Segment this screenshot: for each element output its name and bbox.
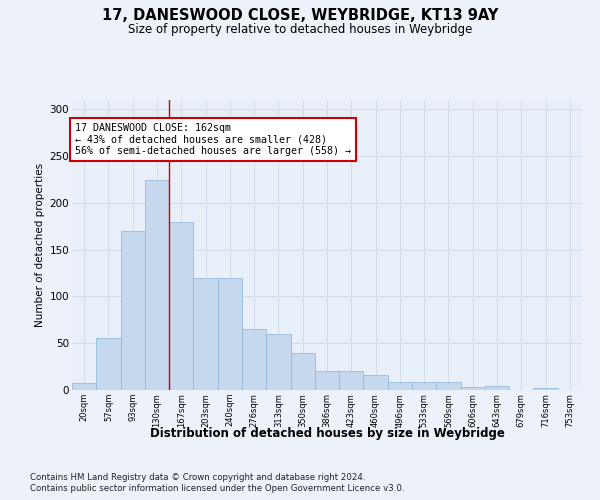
Text: Contains public sector information licensed under the Open Government Licence v3: Contains public sector information licen… bbox=[30, 484, 404, 493]
Bar bbox=[72, 384, 96, 390]
Text: Size of property relative to detached houses in Weybridge: Size of property relative to detached ho… bbox=[128, 22, 472, 36]
Text: 17 DANESWOOD CLOSE: 162sqm
← 43% of detached houses are smaller (428)
56% of sem: 17 DANESWOOD CLOSE: 162sqm ← 43% of deta… bbox=[74, 123, 350, 156]
Bar bbox=[388, 382, 412, 390]
Bar bbox=[485, 386, 509, 390]
Bar bbox=[169, 222, 193, 390]
Bar bbox=[121, 231, 145, 390]
Bar bbox=[315, 372, 339, 390]
Bar bbox=[339, 372, 364, 390]
Bar bbox=[218, 278, 242, 390]
Bar bbox=[364, 375, 388, 390]
Text: 17, DANESWOOD CLOSE, WEYBRIDGE, KT13 9AY: 17, DANESWOOD CLOSE, WEYBRIDGE, KT13 9AY bbox=[102, 8, 498, 22]
Bar bbox=[242, 329, 266, 390]
Bar bbox=[461, 387, 485, 390]
Bar bbox=[266, 334, 290, 390]
Bar bbox=[533, 388, 558, 390]
Bar bbox=[96, 338, 121, 390]
Bar bbox=[145, 180, 169, 390]
Text: Distribution of detached houses by size in Weybridge: Distribution of detached houses by size … bbox=[149, 428, 505, 440]
Bar bbox=[436, 382, 461, 390]
Bar bbox=[290, 352, 315, 390]
Y-axis label: Number of detached properties: Number of detached properties bbox=[35, 163, 46, 327]
Text: Contains HM Land Registry data © Crown copyright and database right 2024.: Contains HM Land Registry data © Crown c… bbox=[30, 472, 365, 482]
Bar bbox=[412, 382, 436, 390]
Bar bbox=[193, 278, 218, 390]
